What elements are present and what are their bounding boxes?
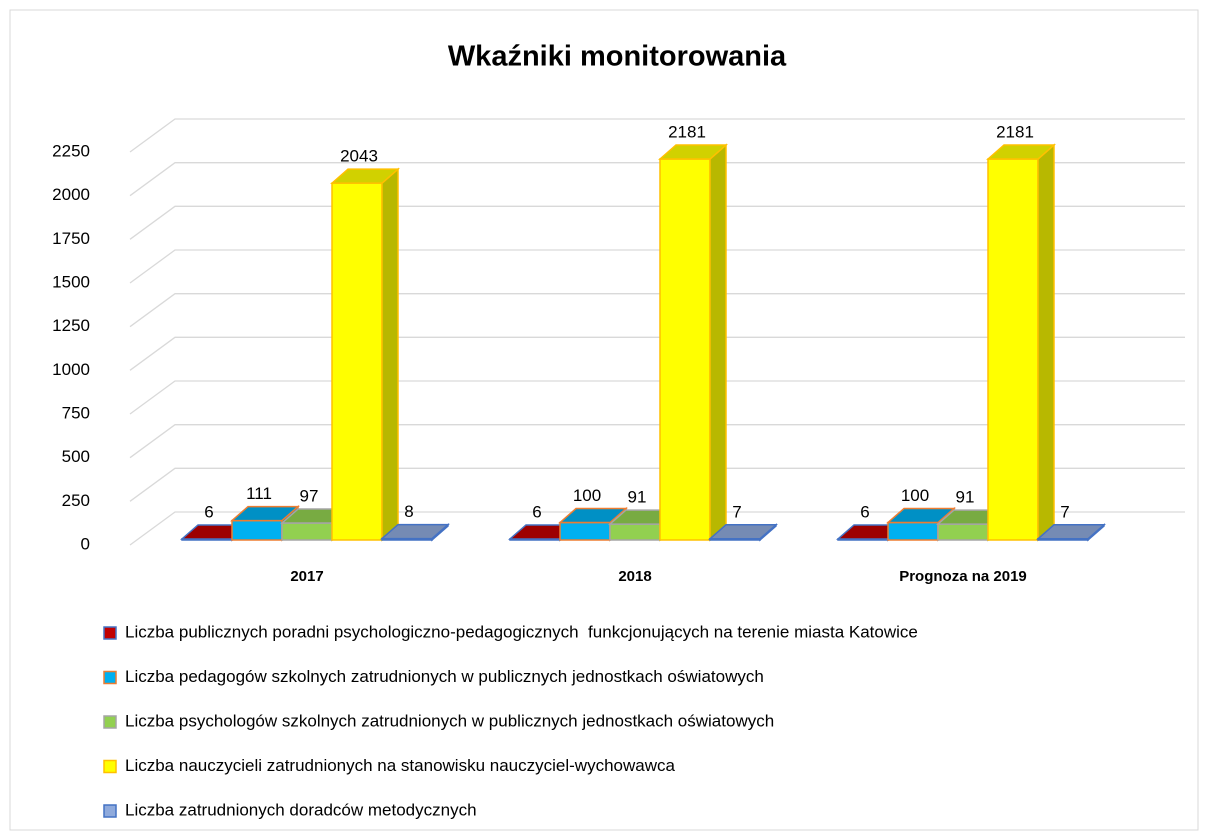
grid-line [129,249,1185,284]
data-label: 7 [732,502,741,521]
legend-swatch [103,670,117,685]
bar-top [708,524,778,540]
y-tick-label: 1250 [52,316,90,335]
grid-line [129,293,1185,328]
x-tick-label: 2017 [290,568,323,585]
bar-top [330,168,400,184]
data-label: 2043 [340,147,378,166]
legend-swatch [103,715,117,729]
bar [658,143,728,542]
x-tick-label: 2018 [618,568,651,585]
data-label: 111 [246,484,272,503]
data-label: 6 [860,502,869,521]
data-label: 6 [532,502,541,521]
y-tick-label: 0 [81,534,90,553]
bar-front [281,522,333,541]
data-label: 100 [901,486,929,505]
data-label: 2181 [668,123,706,142]
bar-front [937,523,989,541]
legend-label: Liczba psychologów szkolnych zatrudniony… [125,711,774,730]
legend-label: Liczba nauczycieli zatrudnionych na stan… [125,756,675,775]
y-tick-label: 1500 [52,272,90,291]
bar-front [659,158,711,541]
grid-line [129,424,1185,459]
bar-top [230,505,300,522]
bar-top [1036,524,1106,540]
data-label: 7 [1060,502,1069,521]
y-tick-label: 2000 [52,185,90,204]
y-tick-label: 250 [62,491,90,510]
bar-front [987,158,1039,541]
data-label: 91 [956,488,975,507]
legend-label: Liczba zatrudnionych doradców metodyczny… [125,800,477,819]
bar-side [709,143,727,542]
legend-swatch [103,626,117,640]
data-label: 2181 [996,123,1034,142]
bar-front [559,521,611,541]
y-tick-label: 2250 [52,141,90,160]
data-label: 91 [628,488,647,507]
grid-line [129,380,1185,415]
grid-line [129,118,1185,153]
y-tick-label: 750 [62,403,90,422]
bar-top [886,507,956,524]
bar-top [658,144,728,160]
y-tick-label: 500 [62,447,90,466]
grid-line [129,511,1185,546]
bar-front [331,182,383,541]
bar-side [1037,143,1055,542]
bar-top [558,507,628,524]
grid-line [129,162,1185,197]
legend-label: Liczba pedagogów szkolnych zatrudnionych… [125,667,764,686]
grid-line [129,467,1185,502]
data-label: 8 [404,502,413,521]
bar [986,143,1056,542]
bar-side [381,167,399,542]
y-tick-label: 1750 [52,229,90,248]
bar [708,523,778,542]
legend-swatch [103,804,117,818]
bar-top [986,144,1056,160]
bar [330,167,400,542]
data-label: 97 [300,487,319,506]
legend-swatch [103,759,117,774]
x-tick-label: Prognoza na 2019 [899,568,1027,585]
data-label: 6 [204,502,213,521]
grid-line [129,336,1185,371]
bar-front [231,519,283,541]
bar-front [887,521,939,541]
y-tick-label: 1000 [52,360,90,379]
bar-front [609,523,661,541]
legend-label: Liczba publicznych poradni psychologiczn… [125,622,918,641]
bar [380,522,450,542]
data-label: 100 [573,486,601,505]
grid-line [129,205,1185,240]
bar-top [380,523,450,540]
bar [1036,523,1106,542]
chart-title: Wkaźniki monitorowania [448,41,787,73]
